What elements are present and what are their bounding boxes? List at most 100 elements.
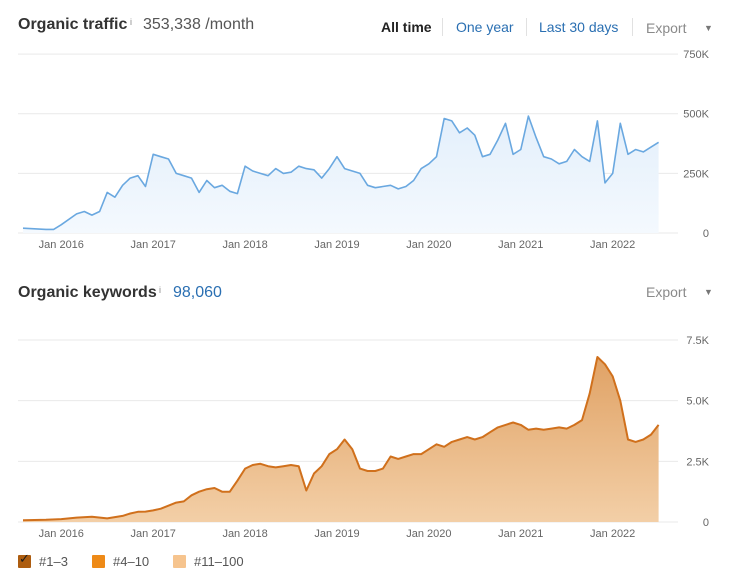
range-tab-last-30-days[interactable]: Last 30 days: [539, 19, 619, 35]
data-point: [412, 453, 414, 455]
data-point: [627, 438, 629, 440]
data-point: [244, 467, 246, 469]
y-tick-label: 250K: [683, 168, 709, 180]
data-point: [612, 375, 614, 377]
export-label: Export: [646, 284, 687, 300]
data-point: [75, 516, 77, 518]
series-line: [22, 356, 660, 522]
data-point: [259, 463, 261, 465]
data-point: [619, 400, 621, 402]
y-tick-label: 0: [703, 228, 709, 240]
data-point: [267, 465, 269, 467]
range-separator: [526, 18, 527, 36]
data-point: [313, 472, 315, 474]
data-point: [451, 441, 453, 443]
y-tick-label: 7.5K: [686, 335, 709, 347]
data-point: [190, 494, 192, 496]
caret-down-icon: ▼: [704, 23, 713, 33]
data-point: [489, 431, 491, 433]
data-point: [581, 419, 583, 421]
data-point: [657, 424, 659, 426]
x-tick-label: Jan 2017: [131, 528, 176, 540]
x-tick-label: Jan 2019: [314, 239, 359, 251]
data-point: [558, 426, 560, 428]
traffic-info-icon[interactable]: i: [130, 17, 132, 27]
x-tick-label: Jan 2021: [498, 528, 543, 540]
x-tick-label: Jan 2022: [590, 528, 635, 540]
data-point: [305, 489, 307, 491]
keywords-export-button[interactable]: Export ▼: [646, 284, 713, 300]
data-point: [229, 491, 231, 493]
data-point: [382, 467, 384, 469]
data-point: [420, 453, 422, 455]
keywords-info-icon[interactable]: i: [159, 285, 161, 295]
data-point: [374, 470, 376, 472]
x-tick-label: Jan 2016: [39, 239, 84, 251]
legend-swatch: [173, 555, 186, 568]
y-tick-label: 5.0K: [686, 396, 709, 408]
data-point: [650, 433, 652, 435]
data-point: [106, 517, 108, 519]
data-point: [520, 424, 522, 426]
x-tick-label: Jan 2016: [39, 528, 84, 540]
series-area: [23, 116, 659, 233]
data-point: [474, 438, 476, 440]
data-point: [252, 464, 254, 466]
data-point: [504, 424, 506, 426]
traffic-export-button[interactable]: Export ▼: [646, 20, 713, 36]
data-point: [282, 465, 284, 467]
range-separator: [632, 18, 633, 36]
data-point: [213, 487, 215, 489]
data-point: [566, 427, 568, 429]
data-point: [321, 465, 323, 467]
legend-label: #1–3: [39, 554, 68, 569]
data-point: [144, 510, 146, 512]
data-point: [573, 424, 575, 426]
data-point: [290, 464, 292, 466]
data-point: [137, 511, 139, 513]
data-point: [443, 446, 445, 448]
x-tick-label: Jan 2018: [222, 239, 267, 251]
data-point: [642, 438, 644, 440]
x-tick-label: Jan 2020: [406, 239, 451, 251]
data-point: [550, 427, 552, 429]
x-tick-label: Jan 2019: [314, 528, 359, 540]
x-tick-label: Jan 2021: [498, 239, 543, 251]
legend-label: #4–10: [113, 554, 150, 569]
data-point: [405, 455, 407, 457]
x-tick-label: Jan 2022: [590, 239, 635, 251]
keywords-chart: 0 2.5K 5.0K 7.5K Jan 2016 Jan 2017 Jan 2018 Jan…: [18, 335, 710, 540]
data-point: [359, 467, 361, 469]
legend-label: #11–100: [194, 554, 244, 569]
data-point: [458, 438, 460, 440]
x-tick-label: Jan 2017: [131, 239, 176, 251]
y-tick-label: 2.5K: [686, 456, 709, 468]
data-point: [604, 363, 606, 365]
data-point: [428, 448, 430, 450]
legend-swatch: [92, 555, 105, 568]
data-point: [198, 491, 200, 493]
data-point: [596, 356, 598, 358]
data-point: [152, 509, 154, 511]
export-label: Export: [646, 20, 687, 36]
data-point: [91, 516, 93, 518]
data-point: [336, 448, 338, 450]
data-point: [466, 436, 468, 438]
range-tab-all-time[interactable]: All time: [381, 19, 432, 35]
check-icon: ✓: [19, 551, 30, 566]
x-tick-label: Jan 2020: [406, 528, 451, 540]
data-point: [366, 470, 368, 472]
keywords-title: Organic keywords: [18, 284, 157, 301]
keywords-value: 98,060: [173, 284, 222, 301]
data-point: [535, 427, 537, 429]
range-separator: [442, 18, 443, 36]
data-point: [435, 443, 437, 445]
data-point: [481, 436, 483, 438]
x-tick-label: Jan 2018: [222, 528, 267, 540]
data-point: [221, 491, 223, 493]
y-tick-label: 0: [703, 517, 709, 529]
traffic-title: Organic traffic: [18, 16, 128, 33]
data-point: [497, 426, 499, 428]
data-point: [45, 519, 47, 521]
range-tab-one-year[interactable]: One year: [456, 19, 514, 35]
